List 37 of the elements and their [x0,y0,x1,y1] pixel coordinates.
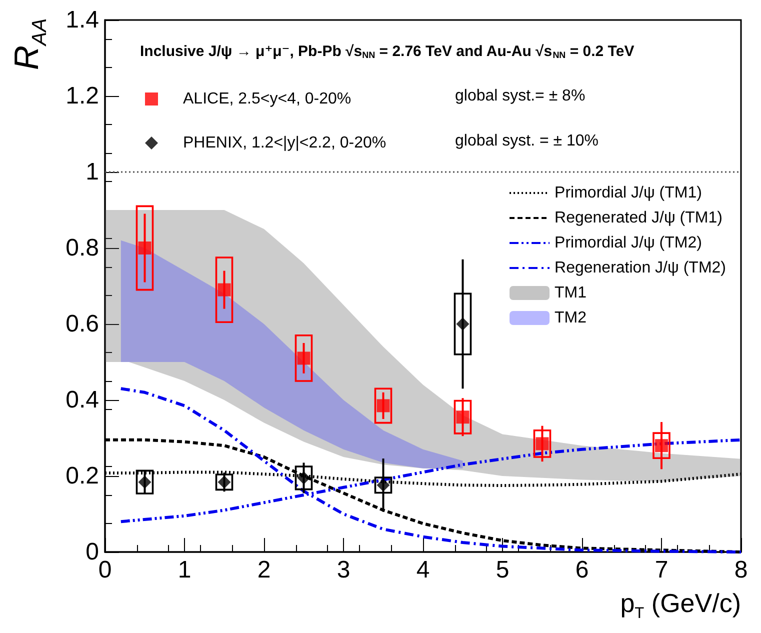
x-tick-label: 7 [654,556,668,584]
bar [136,205,154,291]
legend-label: PHENIX, 1.2<|y|<2.2, 0-20% [183,134,386,152]
legend-label: Primordial J/ψ (TM2) [554,234,702,252]
y-tick-label: 0.4 [66,386,99,414]
point [218,283,231,296]
bar [294,334,313,382]
line-series [119,387,742,554]
y-tick-label: 1 [86,158,99,186]
bar [454,400,472,434]
point [456,318,470,330]
y-tick-label: 1.2 [66,82,99,110]
x-tick-label: 2 [257,556,271,584]
legend-label: Regeneration J/ψ (TM2) [554,260,726,276]
x-tick-label: 3 [336,556,350,584]
legend-label: ALICE, 2.5<y<4, 0-20% [183,90,352,108]
bar [215,256,234,323]
x-tick-label: 4 [416,556,430,584]
y-tick-label: 0.6 [66,310,99,338]
annotation: global syst. = ± 10% [455,132,599,150]
y-tick-label: 0.8 [66,234,99,262]
x-tick-label: 8 [734,556,748,584]
y-tick-label: 0 [86,538,99,566]
bar [533,430,552,458]
y-tick-label: 1.4 [66,6,99,34]
legend-label: Regenerated J/ψ (TM1) [554,210,722,226]
x-tick-label: 6 [575,556,589,584]
x-tick-label: 5 [496,556,510,584]
bar [374,388,392,424]
legend-label: Primordial J/ψ (TM1) [554,184,702,202]
x-axis-title: p$_{T}$ (GeV/c) [620,588,741,622]
x-tick-label: 1 [178,556,192,584]
legend-label: TM2 [554,310,587,326]
y-tick-label: 0.2 [66,462,99,490]
point [138,242,152,254]
legend-label: TM1 [554,284,587,302]
annotation: global syst.= ± 8% [455,88,586,104]
